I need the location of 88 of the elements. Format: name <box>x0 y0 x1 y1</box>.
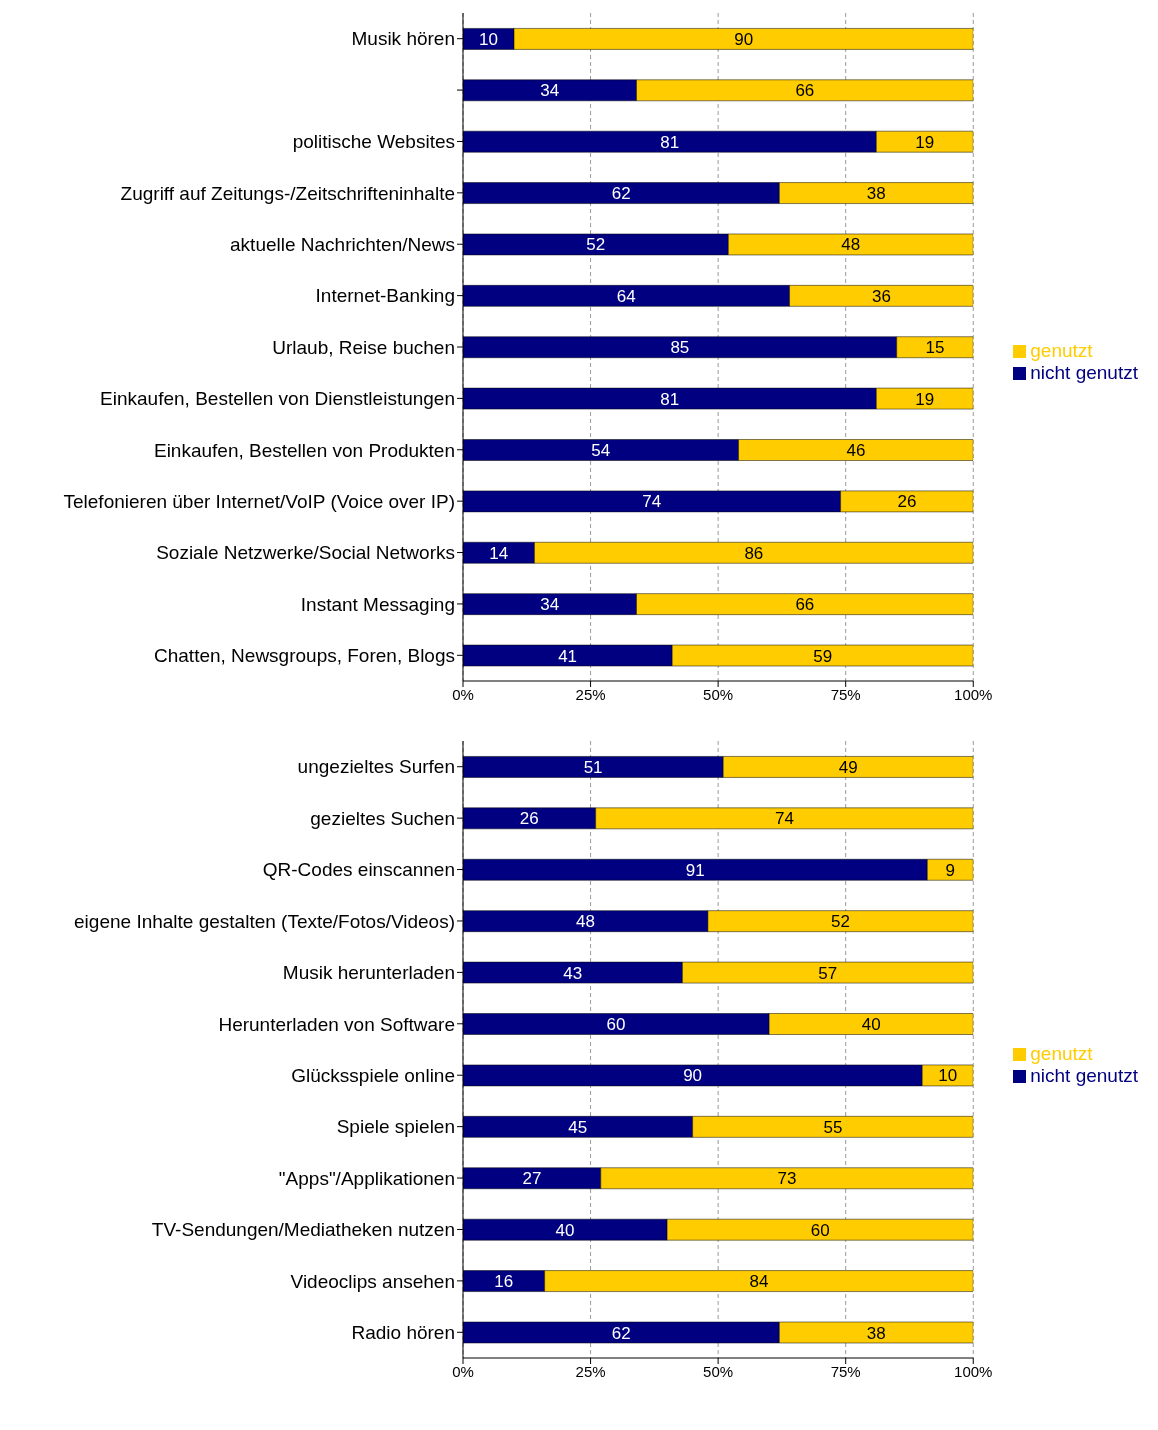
data-label: 19 <box>915 132 935 152</box>
data-label: 48 <box>841 235 861 255</box>
data-label: 19 <box>915 389 935 409</box>
data-label: 60 <box>606 1015 626 1035</box>
legend-label: nicht genutzt <box>1030 1064 1138 1086</box>
data-label: 41 <box>558 646 578 666</box>
data-label: 84 <box>749 1272 769 1292</box>
legend-label: genutzt <box>1030 1042 1093 1064</box>
y-tick-label: Herunterladen von Software <box>218 1013 455 1035</box>
data-label: 36 <box>871 286 891 306</box>
data-label: 91 <box>685 860 705 880</box>
data-label: 40 <box>555 1220 575 1240</box>
data-label: 9 <box>945 860 956 880</box>
x-tick-label: 75% <box>830 685 861 703</box>
y-tick-label: ungezieltes Surfen <box>297 756 455 778</box>
data-label: 34 <box>540 81 560 101</box>
data-label: 10 <box>479 29 498 49</box>
data-label: 48 <box>576 912 595 932</box>
data-label: 66 <box>795 81 815 101</box>
data-label: 51 <box>583 757 603 777</box>
x-tick-label: 50% <box>703 685 734 703</box>
data-label: 27 <box>522 1169 542 1189</box>
x-tick-label: 75% <box>830 1362 861 1380</box>
data-label: 15 <box>925 338 945 358</box>
x-tick-label: 0% <box>452 1362 474 1380</box>
y-tick-label: QR-Codes einscannen <box>262 859 455 881</box>
y-tick-label: Spiele spielen <box>336 1116 455 1138</box>
x-tick-label: 100% <box>954 685 993 703</box>
data-label: 74 <box>775 809 794 829</box>
y-tick-label: "Apps"/Applikationen <box>278 1167 455 1189</box>
y-tick-label: Zugriff auf Zeitungs-/Zeitschrifteninhalte <box>120 182 455 204</box>
y-tick-label: politische Websites <box>292 131 455 153</box>
y-tick-label: Musik hören <box>351 28 455 50</box>
data-label: 81 <box>660 389 680 409</box>
y-tick-label: Urlaub, Reise buchen <box>272 336 455 358</box>
y-tick-label: Telefonieren über Internet/VoIP (Voice over IP) <box>63 490 455 512</box>
y-tick-label: Instant Messaging <box>300 593 455 615</box>
y-tick-label: gezieltes Suchen <box>310 807 455 829</box>
data-label: 81 <box>660 132 680 152</box>
x-tick-label: 0% <box>452 685 474 703</box>
y-tick-label: Internet-Banking <box>315 285 455 307</box>
legend-label: genutzt <box>1030 340 1093 361</box>
y-tick-label: eigene Inhalte gestalten (Texte/Fotos/Videos) <box>74 910 455 932</box>
data-label: 52 <box>586 235 606 255</box>
data-label: 73 <box>777 1169 797 1189</box>
data-label: 49 <box>838 757 858 777</box>
data-label: 46 <box>846 441 866 461</box>
data-label: 62 <box>611 1323 631 1343</box>
data-label: 66 <box>795 595 815 615</box>
data-label: 90 <box>683 1066 703 1086</box>
x-tick-label: 100% <box>954 1362 993 1380</box>
data-label: 74 <box>642 492 662 512</box>
legend-label: nicht genutzt <box>1030 362 1138 383</box>
data-label: 52 <box>831 912 851 932</box>
data-label: 38 <box>866 1323 886 1343</box>
x-tick-label: 25% <box>575 1362 606 1380</box>
data-label: 26 <box>519 809 539 829</box>
data-label: 38 <box>866 184 886 204</box>
data-label: 57 <box>818 963 838 983</box>
data-label: 45 <box>568 1117 588 1137</box>
data-label: 85 <box>670 338 690 358</box>
data-label: 64 <box>616 286 636 306</box>
y-tick-label: aktuelle Nachrichten/News <box>230 233 455 255</box>
y-tick-label: Videoclips ansehen <box>290 1270 455 1292</box>
data-label: 54 <box>591 441 611 461</box>
data-label: 14 <box>489 543 509 563</box>
y-tick-label: TV-Sendungen/Mediatheken nutzen <box>151 1219 455 1241</box>
data-label: 34 <box>540 595 560 615</box>
data-label: 86 <box>744 543 764 563</box>
data-label: 59 <box>813 646 833 666</box>
x-tick-label: 50% <box>703 1362 734 1380</box>
y-tick-label: Einkaufen, Bestellen von Dienstleistungen <box>100 388 455 410</box>
y-tick-label: Soziale Netzwerke/Social Networks <box>156 542 455 564</box>
data-label: 16 <box>494 1272 514 1292</box>
y-tick-label: Einkaufen, Bestellen von Produkten <box>153 439 455 461</box>
data-label: 26 <box>897 492 917 512</box>
y-tick-label: Radio hören <box>351 1322 455 1344</box>
data-label: 62 <box>611 184 631 204</box>
data-label: 43 <box>563 963 583 983</box>
data-label: 55 <box>823 1117 843 1137</box>
y-tick-label: Glücksspiele online <box>291 1064 455 1086</box>
data-label: 40 <box>861 1015 881 1035</box>
data-label: 60 <box>810 1220 830 1240</box>
data-label: 10 <box>938 1066 958 1086</box>
y-tick-label: Musik herunterladen <box>282 962 455 984</box>
data-label: 90 <box>734 29 754 49</box>
y-tick-label: Chatten, Newsgroups, Foren, Blogs <box>154 645 455 667</box>
x-tick-label: 25% <box>575 685 606 703</box>
